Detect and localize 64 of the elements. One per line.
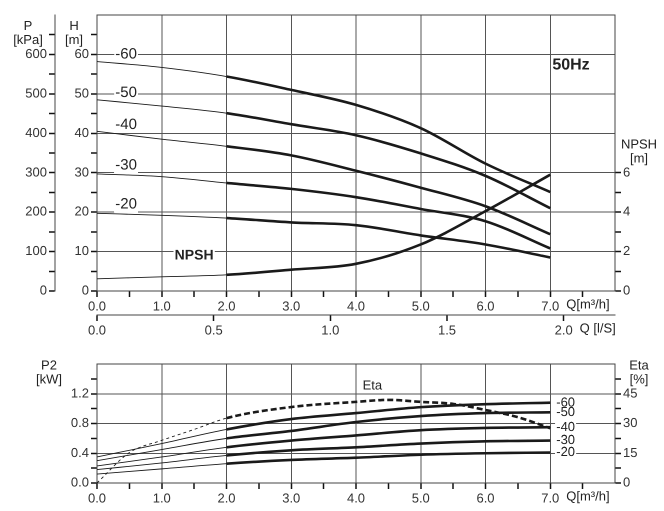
x2-axis-title: Q [l/S] [580,320,616,336]
x-tick-label: 6.0 [476,490,495,506]
series-label: -30 [115,156,137,174]
y2-tick-label: 6 [623,164,630,180]
x-tick-label: 6.0 [476,298,495,314]
x-tick-label: 7.0 [541,490,560,506]
y-tick-label: 40 [74,124,89,140]
y-tick-label: 0.8 [70,415,89,430]
x2-tick-label: 1.5 [438,322,456,338]
y-tick-label: 30 [74,164,89,180]
y-tick-label: 20 [74,204,89,219]
y-axis-title: H [m] [64,18,84,48]
x-axis-title: Q[m³/h] [566,296,610,312]
y3-tick-label: 0 [40,282,47,298]
series-label: -20 [115,195,137,212]
x-tick-label: 2.0 [217,298,236,314]
x-tick-label: 3.0 [282,490,300,506]
x-tick-label: 0.0 [88,490,106,506]
y-tick-label: 0.0 [70,474,89,490]
x2-tick-label: 1.0 [321,322,340,338]
y2-tick-label: 0 [623,474,630,490]
series-label: -40 [115,116,137,134]
x-tick-label: 0.0 [88,298,106,314]
x2-tick-label: 2.0 [554,322,573,338]
y3-tick-label: 300 [25,164,47,180]
series-label: Eta [362,377,383,392]
y2-tick-label: 30 [623,415,638,430]
series-label: -40 [556,418,576,434]
y3-tick-label: 400 [25,124,47,140]
annotation: 50Hz [552,56,590,74]
series-label: -60 [115,45,137,62]
y-axis-title: P2 [kW] [36,357,62,386]
series-label: NPSH [174,246,214,263]
x-tick-label: 5.0 [412,490,430,506]
x-tick-label: 2.0 [217,490,236,506]
y3-tick-label: 200 [25,204,47,219]
y2-tick-label: 4 [623,204,630,219]
y2-axis-title: NPSH [m] [620,136,658,166]
y3-axis-title: P [kPa] [13,18,43,48]
x-tick-label: 1.0 [152,298,171,314]
x2-tick-label: 0.0 [88,322,106,338]
y3-tick-label: 500 [25,85,47,100]
x-tick-label: 1.0 [152,490,171,506]
y2-tick-label: 15 [623,444,638,460]
y-tick-label: 0.4 [70,444,89,460]
x-tick-label: 5.0 [412,298,430,314]
y-tick-label: 1.2 [70,385,89,400]
x-tick-label: 3.0 [282,298,300,314]
x-axis-title: Q[m³/h] [566,488,610,504]
x-tick-label: 4.0 [346,490,366,506]
series-label: -50 [115,84,137,101]
y3-tick-label: 100 [25,243,47,258]
y2-tick-label: 45 [623,385,638,400]
x-tick-label: 7.0 [541,298,560,314]
y3-tick-label: 600 [25,46,47,62]
y-tick-label: 50 [74,85,89,100]
y-tick-label: 0 [82,282,89,298]
y-tick-label: 10 [74,243,89,258]
y2-tick-label: 2 [623,243,630,258]
y2-axis-title: Eta [%] [629,357,650,386]
x2-tick-label: 0.5 [204,322,223,338]
y2-tick-label: 0 [623,282,630,298]
y-tick-label: 60 [74,46,89,62]
x-tick-label: 4.0 [346,298,366,314]
